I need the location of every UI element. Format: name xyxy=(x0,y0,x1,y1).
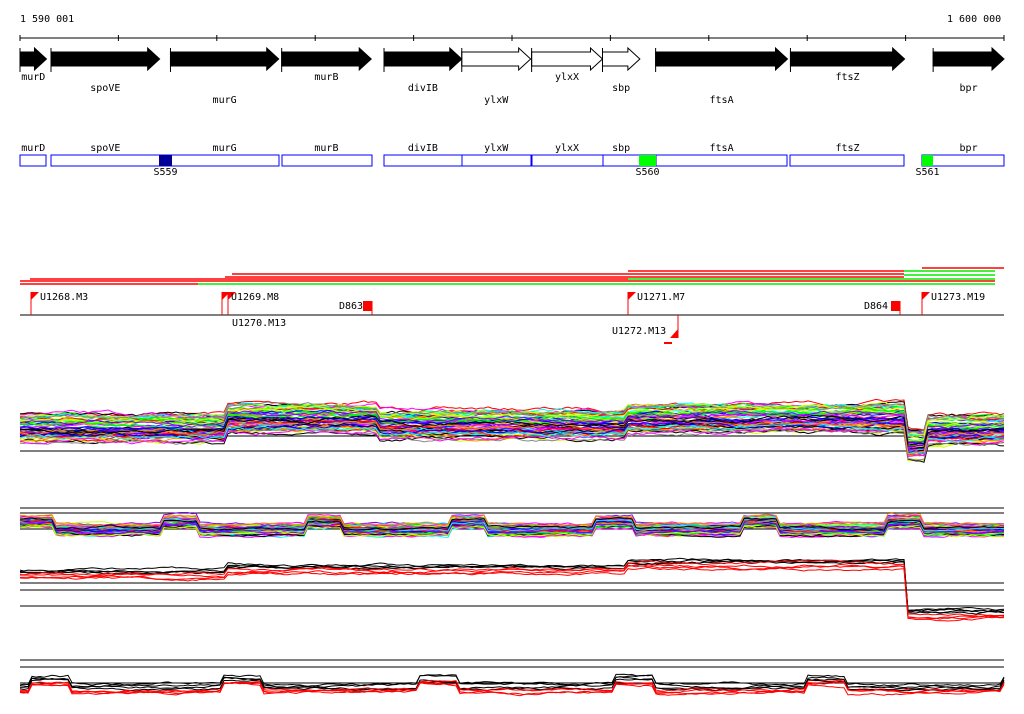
gene-label-divIB[interactable]: divIB xyxy=(407,83,438,94)
gene-box xyxy=(602,154,788,167)
gene-label-spoVE[interactable]: spoVE xyxy=(90,83,121,94)
marker-label-D863[interactable]: D863 xyxy=(339,301,364,312)
track3-profile xyxy=(19,565,1005,622)
gene-label-bpr[interactable]: bpr xyxy=(959,83,978,94)
feature-label-S559[interactable]: S559 xyxy=(153,167,178,178)
track2-profile xyxy=(19,521,1005,535)
marker-label-U1272.M13[interactable]: U1272.M13 xyxy=(612,326,667,337)
gene-box xyxy=(921,154,1005,167)
track4-profile xyxy=(19,679,1005,694)
gene-arrow-divIB xyxy=(383,46,463,72)
track2-profile xyxy=(19,525,1005,539)
marker-label-U1273.M19[interactable]: U1273.M19 xyxy=(931,292,986,303)
marker-flag-icon xyxy=(628,292,636,300)
track1-profile xyxy=(19,415,1005,446)
track2-profile xyxy=(19,523,1005,538)
gene-box-label-murB: murB xyxy=(314,143,339,154)
track2-profile xyxy=(19,512,1005,527)
feature-label-S560[interactable]: S560 xyxy=(635,167,660,178)
marker-label-U1271.M7[interactable]: U1271.M7 xyxy=(637,292,686,303)
marker-box-icon xyxy=(891,301,900,311)
feature-S561 xyxy=(922,155,933,166)
gene-box xyxy=(19,154,47,167)
track1-profile xyxy=(19,410,1005,443)
gene-arrow-ylxX xyxy=(531,46,604,72)
gene-box-label-ftsZ: ftsZ xyxy=(835,143,860,154)
marker-flag-icon xyxy=(31,292,39,300)
marker-label-D864[interactable]: D864 xyxy=(864,301,889,312)
gene-box-label-ylxX: ylxX xyxy=(555,143,580,154)
gene-box-label-spoVE: spoVE xyxy=(90,143,121,154)
gene-label-murG[interactable]: murG xyxy=(212,95,237,106)
gene-label-murD[interactable]: murD xyxy=(21,72,46,83)
marker-flag-icon xyxy=(922,292,930,300)
track1-profile xyxy=(20,401,1005,434)
gene-box-label-bpr: bpr xyxy=(959,143,978,154)
gene-box xyxy=(789,154,905,167)
track1-profile xyxy=(19,422,1005,454)
marker-label-U1270.M13[interactable]: U1270.M13 xyxy=(232,318,287,329)
ruler-start-label: 1 590 001 xyxy=(20,14,75,25)
marker-box-icon xyxy=(363,301,372,311)
track3-profile xyxy=(19,564,1005,620)
feature-S560 xyxy=(639,155,656,166)
marker-flag-icon xyxy=(670,329,678,338)
gene-box xyxy=(531,154,604,167)
track4-profile xyxy=(19,677,1005,692)
gene-box xyxy=(461,154,532,167)
gene-label-ylxX[interactable]: ylxX xyxy=(555,72,580,83)
gene-box-label-ftsA: ftsA xyxy=(709,143,734,154)
gene-label-sbp[interactable]: sbp xyxy=(612,83,631,94)
gene-arrow-sbp xyxy=(601,46,641,72)
gene-box xyxy=(281,154,373,167)
marker-label-U1268.M3[interactable]: U1268.M3 xyxy=(40,292,89,303)
track4-profile xyxy=(19,674,1005,687)
track3-profile xyxy=(19,559,1005,614)
gene-arrow-murB xyxy=(281,46,372,72)
gene-box-label-ylxW: ylxW xyxy=(484,143,509,154)
gene-arrow-murD xyxy=(19,46,48,72)
gene-box-label-sbp: sbp xyxy=(612,143,631,154)
feature-label-S561[interactable]: S561 xyxy=(915,167,940,178)
gene-arrow-spoVE xyxy=(50,46,161,72)
gene-arrow-ylxW xyxy=(461,46,532,72)
track1-profile xyxy=(19,427,1005,457)
gene-label-ylxW[interactable]: ylxW xyxy=(484,95,509,106)
gene-arrow-ftsA xyxy=(655,46,789,72)
gene-box-label-divIB: divIB xyxy=(407,143,438,154)
feature-S559 xyxy=(159,155,172,166)
gene-box-label-murD: murD xyxy=(21,143,46,154)
track3-profile xyxy=(20,563,1005,620)
gene-label-ftsZ[interactable]: ftsZ xyxy=(835,72,860,83)
marker-flag-icon xyxy=(228,292,236,300)
marker-label-U1269.M8[interactable]: U1269.M8 xyxy=(231,292,280,303)
track4-profile xyxy=(19,673,1005,690)
gene-box-label-murG: murG xyxy=(212,143,237,154)
track4-profile xyxy=(19,680,1005,697)
track3-profile xyxy=(19,559,1005,617)
ruler-end-label: 1 600 000 xyxy=(947,14,1002,25)
gene-arrow-murG xyxy=(169,46,280,72)
gene-arrow-bpr xyxy=(932,46,1005,72)
track2-profile xyxy=(19,517,1005,531)
gene-label-murB[interactable]: murB xyxy=(314,72,339,83)
gene-label-ftsA[interactable]: ftsA xyxy=(709,95,734,106)
track1-profile xyxy=(19,418,1005,455)
gene-box xyxy=(383,154,463,167)
gene-arrow-ftsZ xyxy=(789,46,906,72)
